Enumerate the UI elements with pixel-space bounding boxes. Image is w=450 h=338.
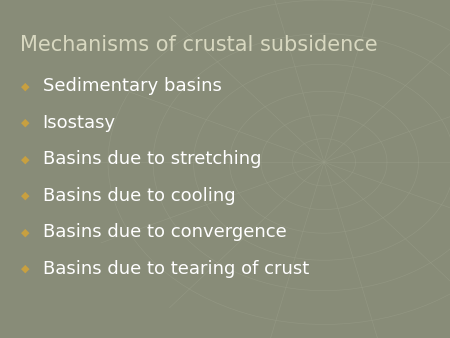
- Text: ◆: ◆: [21, 227, 29, 237]
- Text: Isostasy: Isostasy: [43, 114, 116, 132]
- Text: ◆: ◆: [21, 264, 29, 274]
- Text: Basins due to cooling: Basins due to cooling: [43, 187, 235, 205]
- Text: ◆: ◆: [21, 191, 29, 201]
- Text: Basins due to convergence: Basins due to convergence: [43, 223, 287, 241]
- Text: ◆: ◆: [21, 154, 29, 164]
- Text: Mechanisms of crustal subsidence: Mechanisms of crustal subsidence: [20, 35, 378, 55]
- Text: ◆: ◆: [21, 118, 29, 128]
- Text: Sedimentary basins: Sedimentary basins: [43, 77, 221, 95]
- Text: Basins due to tearing of crust: Basins due to tearing of crust: [43, 260, 309, 278]
- Text: Basins due to stretching: Basins due to stretching: [43, 150, 261, 168]
- Text: ◆: ◆: [21, 81, 29, 91]
